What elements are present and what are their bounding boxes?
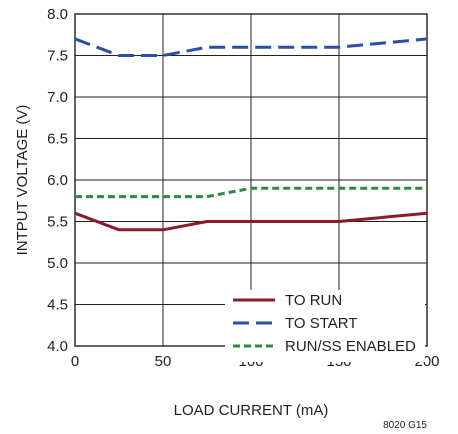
y-tick-label: 5.0 <box>47 255 68 272</box>
series-layer <box>74 37 428 232</box>
figure-id: 8020 G15 <box>383 420 427 431</box>
legend: TO RUN TO START RUN/SS ENABLED <box>233 292 416 355</box>
y-tick-label: 6.5 <box>47 131 68 148</box>
series-line-to-run <box>74 211 428 232</box>
y-tick-label: 4.5 <box>47 297 68 314</box>
legend-label-to-run: TO RUN <box>285 292 342 309</box>
x-axis-title: LOAD CURRENT (mA) <box>174 402 329 419</box>
y-tick-label: 4.0 <box>47 338 68 355</box>
y-tick-label: 7.0 <box>47 89 68 106</box>
y-tick-label: 8.0 <box>47 6 68 23</box>
y-tick-label: 5.5 <box>47 214 68 231</box>
y-tick-label: 6.0 <box>47 172 68 189</box>
legend-label-to-start: TO START <box>285 315 358 332</box>
legend-label-run-ss-enabled: RUN/SS ENABLED <box>285 338 416 355</box>
y-tick-labels: 4.0 4.5 5.0 5.5 6.0 6.5 7.0 7.5 8.0 <box>47 6 68 355</box>
x-tick-label: 50 <box>155 353 172 370</box>
x-tick-label: 0 <box>71 353 79 370</box>
legend-background <box>225 290 425 362</box>
y-axis-title: INTPUT VOLTAGE (V) <box>14 105 31 256</box>
series-line-run-ss-enabled <box>75 186 427 199</box>
y-tick-label: 7.5 <box>47 48 68 65</box>
series-line-to-start <box>74 37 428 57</box>
